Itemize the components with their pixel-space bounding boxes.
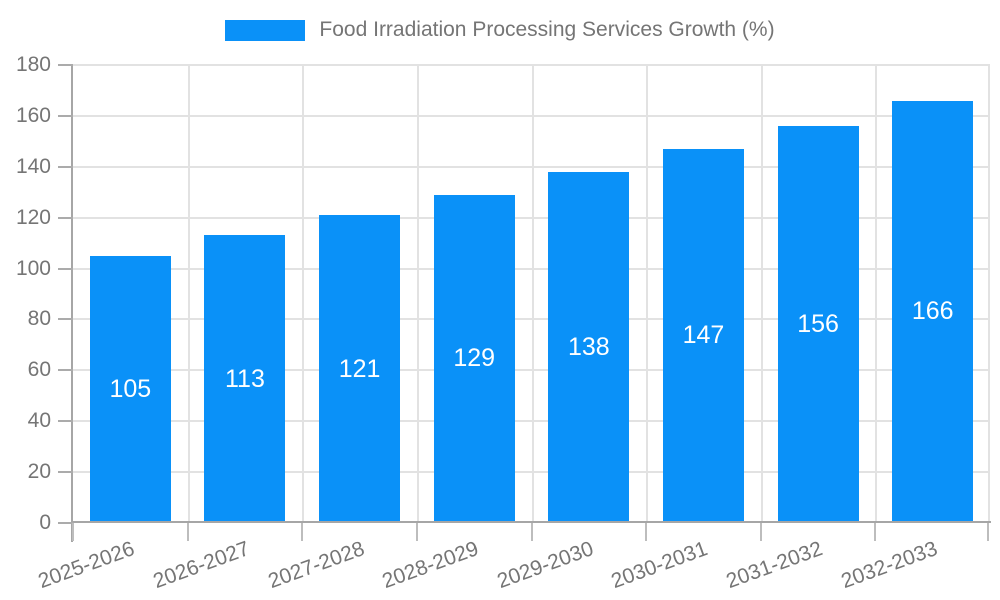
y-axis-tick-label: 60 [27, 358, 51, 382]
y-axis-tick-label: 0 [39, 511, 51, 534]
bar[interactable]: 113 [204, 235, 286, 523]
gridline-vertical [646, 65, 649, 523]
y-axis-tick [58, 318, 73, 321]
y-axis-tick [58, 64, 73, 66]
bar-value-label: 156 [797, 310, 839, 339]
x-axis-tick [415, 523, 418, 541]
bar-value-label: 166 [911, 297, 954, 326]
y-axis-tick [58, 471, 73, 474]
gridline-vertical [187, 65, 190, 523]
x-axis-tick [186, 523, 189, 541]
y-axis-tick-label: 180 [15, 53, 51, 76]
legend-swatch [225, 19, 306, 41]
gridline-vertical [875, 65, 878, 523]
bar[interactable]: 121 [319, 215, 401, 523]
y-axis-tick [58, 267, 73, 270]
y-axis-tick-label: 100 [15, 256, 51, 280]
x-axis-tick [987, 523, 989, 541]
bar-value-label: 105 [109, 374, 152, 403]
bar-value-label: 121 [338, 354, 381, 383]
y-axis-tick-label: 160 [15, 103, 51, 127]
bar-value-label: 113 [225, 364, 265, 393]
y-axis-tick-label: 40 [27, 409, 51, 433]
y-axis-line [71, 65, 73, 542]
gridline-vertical [302, 65, 305, 523]
y-axis-tick [58, 114, 73, 117]
y-axis-tick [58, 216, 73, 219]
x-axis-tick [759, 523, 762, 541]
bar[interactable]: 105 [89, 255, 171, 523]
bar[interactable]: 166 [892, 100, 974, 523]
x-axis-tick [301, 523, 304, 541]
y-axis-tick [58, 522, 73, 524]
bar-value-label: 138 [567, 332, 610, 361]
x-axis-tick [72, 523, 74, 541]
gridline-vertical [988, 65, 990, 523]
bar[interactable]: 138 [548, 171, 630, 523]
bar[interactable]: 129 [433, 194, 515, 523]
y-axis-tick-label: 20 [27, 460, 51, 484]
y-axis-tick [58, 420, 73, 423]
legend-label: Food Irradiation Processing Services Gro… [319, 18, 775, 41]
bar[interactable]: 156 [777, 126, 859, 523]
plot-area: 105 113 121 129 138 147 156 166 [73, 64, 990, 523]
gridline-vertical [760, 65, 763, 523]
x-axis-tick [645, 523, 648, 541]
y-axis-tick [58, 165, 73, 168]
y-axis-tick-label: 140 [15, 154, 51, 178]
y-axis-tick [58, 369, 73, 372]
bar[interactable]: 147 [662, 148, 744, 523]
chart-legend[interactable]: Food Irradiation Processing Services Gro… [0, 18, 1000, 42]
y-axis-tick-label: 120 [15, 205, 51, 229]
gridline-vertical [416, 65, 419, 523]
bar-value-label: 147 [682, 321, 725, 350]
x-axis-line [73, 521, 991, 523]
x-axis-tick [530, 523, 533, 541]
bar-value-label: 129 [453, 344, 496, 373]
x-axis-tick [874, 523, 877, 541]
y-axis-tick-label: 80 [27, 307, 51, 331]
gridline-vertical [531, 65, 534, 523]
